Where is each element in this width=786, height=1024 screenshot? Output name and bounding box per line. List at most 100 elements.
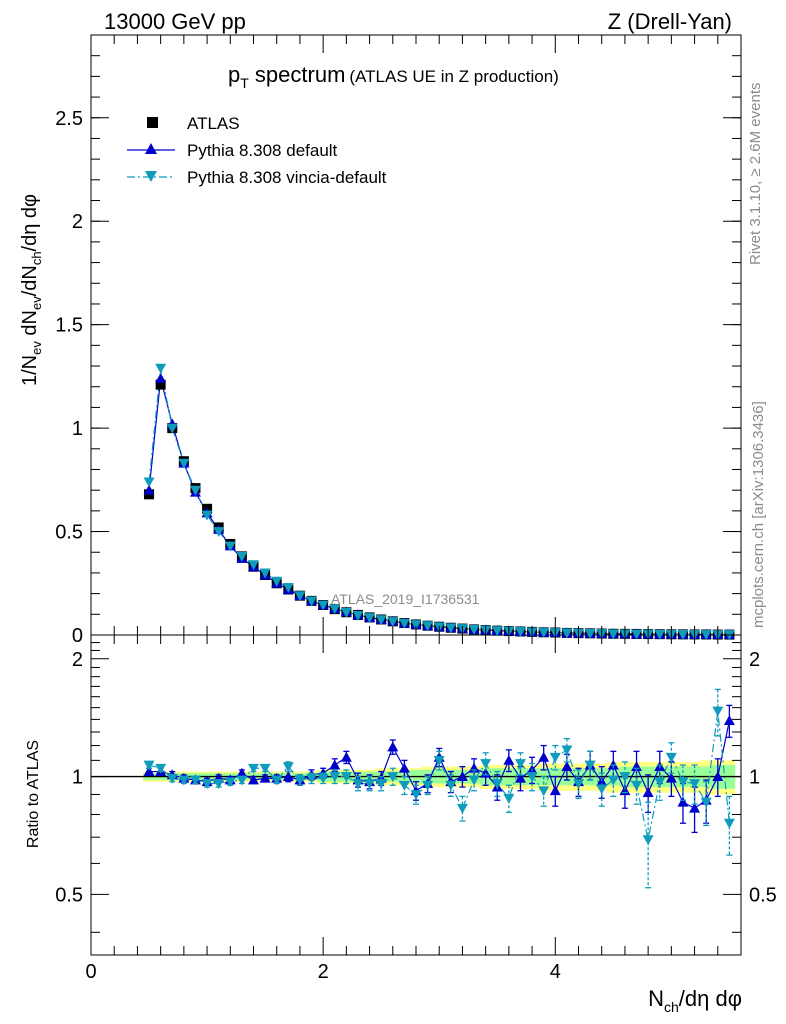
ratio-point-vincia <box>596 784 608 795</box>
ratio-point-vincia <box>665 752 677 763</box>
ratio-point-vincia <box>491 779 503 790</box>
vincia-data-point <box>306 596 318 607</box>
ratio-point-default <box>538 751 550 762</box>
ratio-point-vincia <box>700 797 712 808</box>
ratio-point-vincia <box>607 775 619 786</box>
vincia-data-point <box>561 628 573 639</box>
vincia-data-point <box>514 627 526 637</box>
ratio-point-vincia <box>213 779 225 790</box>
vincia-data-point <box>677 629 689 640</box>
ratio-point-default <box>712 771 724 781</box>
ratio-point-vincia <box>433 755 445 766</box>
ratio-y-tick-label-right: 0.5 <box>749 884 777 906</box>
vincia-data-point <box>538 627 550 638</box>
vincia-data-point <box>607 629 619 640</box>
legend-label-default: Pythia 8.308 default <box>187 141 338 160</box>
legend-label-vincia: Pythia 8.308 vincia-default <box>187 168 387 187</box>
ratio-point-default <box>642 787 654 797</box>
vincia-data-point <box>201 510 213 521</box>
ratio-point-default <box>514 772 526 783</box>
ratio-y-tick-label-right: 1 <box>749 767 760 789</box>
ratio-point-vincia <box>410 790 422 800</box>
ratio-point-default <box>340 751 352 762</box>
vincia-data-point <box>468 625 480 635</box>
ratio-point-vincia <box>398 780 410 791</box>
vincia-data-point <box>224 541 236 552</box>
legend-label-atlas: ATLAS <box>187 114 240 133</box>
main-y-tick-label: 1.5 <box>55 315 83 337</box>
vincia-data-point <box>271 576 283 587</box>
vincia-data-point <box>282 583 294 593</box>
ratio-point-vincia <box>619 772 631 783</box>
vincia-data-point <box>236 551 248 562</box>
mcplots-label: mcplots.cern.ch [arXiv:1306.3436] <box>750 401 767 628</box>
ratio-point-default <box>503 754 515 765</box>
vincia-data-point <box>398 618 410 629</box>
ratio-point-default <box>561 761 573 772</box>
ratio-point-vincia <box>178 775 190 786</box>
legend-triangle-down-marker <box>145 171 157 182</box>
ratio-point-vincia <box>422 780 434 791</box>
ratio-point-vincia <box>723 818 735 829</box>
ratio-point-vincia <box>375 779 387 790</box>
ratio-point-default <box>329 759 341 770</box>
ratio-point-vincia <box>364 779 376 790</box>
vincia-data-point <box>491 626 503 637</box>
vincia-data-point <box>631 629 643 640</box>
vincia-data-point <box>364 613 376 624</box>
ratio-point-vincia <box>642 835 654 846</box>
vincia-data-point <box>654 629 666 640</box>
axes: 00.511.522.50 2 40.5 0.51 12 2 <box>55 34 777 983</box>
ratio-point-default <box>259 772 271 783</box>
rivet-label: Rivet 3.1.10, ≥ 2.6M events <box>747 83 764 266</box>
ratio-point-default <box>282 771 294 781</box>
vincia-data-point <box>248 560 259 571</box>
ratio-point-vincia <box>352 779 364 790</box>
atlas-data-point <box>155 379 166 390</box>
ratio-point-vincia <box>282 762 294 773</box>
ratio-point-vincia <box>271 775 283 786</box>
vincia-data-point <box>329 604 341 615</box>
ratio-point-vincia <box>201 779 213 790</box>
main-y-tick-label: 2.5 <box>55 108 83 130</box>
vincia-data-point <box>213 527 225 538</box>
ratio-point-vincia <box>317 773 329 784</box>
ratio-point-vincia <box>445 780 457 791</box>
ratio-point-vincia <box>329 772 341 783</box>
ratio-point-vincia <box>689 779 701 790</box>
ratio-y-tick-label: 1 <box>72 767 83 789</box>
x-axis-title: Nch/dη dφ <box>648 986 742 1015</box>
ratio-point-vincia <box>166 773 178 784</box>
vincia-data-point <box>143 477 155 488</box>
default-data-point <box>155 372 167 383</box>
ratio-point-default <box>456 771 468 781</box>
vincia-data-point <box>259 568 271 579</box>
ratio-point-vincia <box>677 777 689 788</box>
ratio-point-default <box>723 715 735 725</box>
ratio-point-vincia <box>387 772 399 783</box>
default-data-point <box>143 484 155 495</box>
legend-triangle-up-marker <box>145 143 157 154</box>
ratio-point-vincia <box>189 775 201 786</box>
vincia-data-point <box>155 363 167 374</box>
ratio-point-vincia <box>248 763 259 774</box>
x-tick-label: 0 <box>85 961 96 983</box>
ratio-point-vincia <box>526 772 538 783</box>
analysis-watermark: ATLAS_2019_I1736531 <box>331 591 480 607</box>
legend-square-marker <box>147 117 158 128</box>
ratio-point-vincia <box>503 793 515 804</box>
vincia-data-point <box>700 630 712 640</box>
ratio-point-vincia <box>259 763 271 774</box>
legend: ATLAS Pythia 8.308 default Pythia 8.308 … <box>127 114 387 187</box>
plot-title: pT spectrum (ATLAS UE in Z production) <box>228 62 559 91</box>
vincia-data-point <box>352 610 364 621</box>
ratio-point-vincia <box>712 706 724 717</box>
ratio-point-vincia <box>561 745 573 756</box>
vincia-data-point <box>166 423 178 434</box>
ratio-y-axis-title: Ratio to ATLAS <box>25 740 42 848</box>
ratio-point-vincia <box>549 752 561 763</box>
ratio-point-vincia <box>155 763 167 774</box>
ratio-point-vincia <box>538 786 550 797</box>
ratio-point-default <box>549 785 561 796</box>
ratio-point-vincia <box>631 780 643 791</box>
